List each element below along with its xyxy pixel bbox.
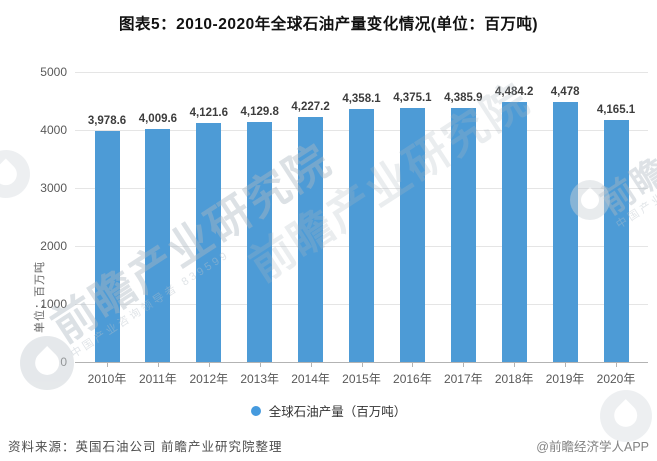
x-tick-mark: [157, 363, 159, 367]
credit-note: @前瞻经济学人APP: [536, 440, 649, 454]
x-tick-mark: [208, 363, 210, 367]
bar-value-label: 4,121.6: [189, 106, 228, 119]
x-tick-label: 2018年: [494, 372, 534, 386]
plot-area: 单位：百万吨 0 1000 2000 3000 4000 5000 3,978.6 2010年…: [34, 65, 648, 386]
bar-2017年: [450, 107, 476, 362]
bar-value-label: 4,358.1: [342, 93, 381, 106]
bar-2018年: [501, 101, 527, 362]
x-tick-label: 2014年: [291, 372, 330, 386]
chart-title: 图表5：2010-2020年全球石油产量变化情况(单位：百万吨): [118, 16, 539, 33]
legend-label: 全球石油产量（百万吨）: [268, 405, 407, 419]
x-tick-label: 2017年: [443, 372, 483, 386]
x-tick-mark: [310, 363, 312, 367]
bar-2011年: [145, 129, 171, 362]
x-tick-mark: [412, 363, 414, 367]
x-tick-label: 2019年: [545, 372, 585, 386]
legend: 全球石油产量（百万吨）: [0, 401, 657, 420]
footer: 资料来源：英国石油公司 前瞻产业研究院整理 @前瞻经济学人APP: [8, 436, 649, 455]
x-tick-mark: [463, 363, 465, 367]
x-tick-mark: [361, 363, 363, 367]
bar-2014年: [298, 116, 324, 362]
x-tick-mark: [616, 363, 617, 367]
x-tick-label: 2012年: [189, 372, 229, 386]
x-tick-label: 2015年: [342, 372, 381, 386]
bar-2016年: [399, 108, 425, 362]
x-tick-mark: [259, 363, 261, 367]
bar-2012年: [196, 122, 222, 362]
source-note: 资料来源：英国石油公司 前瞻产业研究院整理: [8, 440, 283, 454]
bar-2015年: [349, 109, 374, 362]
y-tick-label: 1000: [40, 297, 67, 311]
bar-value-label: 4,484.2: [495, 85, 534, 98]
waterdrop-icon: [0, 158, 22, 190]
y-tick-label: 0: [60, 355, 67, 369]
y-tick-label: 4000: [40, 123, 67, 137]
y-tick-label: 5000: [40, 65, 67, 79]
bar-2020年: [603, 120, 629, 362]
bar-value-label: 4,227.2: [291, 100, 330, 113]
bar-value-label: 4,129.8: [240, 106, 279, 119]
y-tick-label: 2000: [40, 239, 67, 253]
x-tick-label: 2010年: [87, 372, 127, 386]
x-tick-mark: [514, 363, 516, 367]
bar-2019年: [552, 102, 578, 362]
x-tick-label: 2016年: [393, 372, 432, 386]
bar-value-label: 4,165.1: [596, 104, 636, 117]
bar-value-label: 4,009.6: [138, 113, 178, 126]
bar-2010年: [94, 131, 120, 362]
x-tick-mark: [107, 363, 108, 367]
bar-value-label: 4,375.1: [393, 92, 432, 105]
x-tick-label: 2011年: [138, 372, 177, 386]
watermark-logo-icon: [0, 150, 30, 198]
y-tick-label: 3000: [40, 181, 67, 195]
x-tick-label: 2020年: [596, 372, 636, 386]
x-tick-label: 2013年: [240, 372, 280, 386]
bar-value-label: 3,978.6: [87, 115, 127, 128]
gridline-5000: [75, 72, 648, 73]
x-tick-mark: [565, 363, 567, 367]
legend-marker-circle: [250, 405, 261, 416]
bar-value-label: 4,385.9: [444, 91, 483, 104]
bar-value-label: 4,478: [550, 86, 580, 99]
bar-2013年: [247, 122, 273, 362]
